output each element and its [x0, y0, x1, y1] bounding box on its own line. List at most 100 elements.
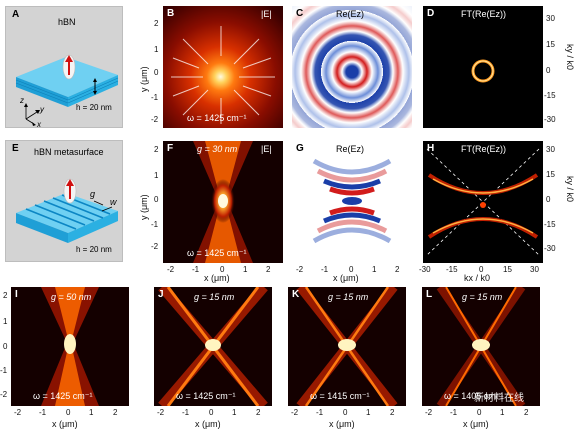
gap-width-marker-icon — [93, 200, 113, 212]
x-axis-label-f: x (μm) — [204, 273, 230, 283]
panel-title: |E| — [261, 9, 272, 19]
tick-label: -2 — [425, 408, 433, 417]
tick-label: -1 — [192, 265, 200, 274]
dipole-source-icon — [63, 178, 77, 204]
tick-label: 0 — [220, 265, 225, 274]
gap-value: g = 15 nm — [328, 292, 369, 302]
tick-label: 2 — [266, 265, 271, 274]
tick-label: 1 — [243, 265, 248, 274]
panel-title: |E| — [261, 144, 272, 154]
tick-label: -1 — [151, 220, 159, 229]
panel-h-fourier-map: H FT(Re(Ez)) — [423, 141, 543, 263]
tick-label: 1 — [154, 45, 159, 54]
panel-title: FT(Re(Ez)) — [461, 144, 506, 154]
ky-axis-label-h: ky / k0 — [565, 176, 575, 203]
frequency-label: ω = 1425 cm⁻¹ — [176, 391, 236, 401]
tick-label: -15 — [446, 265, 458, 274]
metasurface-slab — [16, 193, 118, 243]
panel-letter: D — [427, 8, 435, 19]
tick-label: -1 — [316, 408, 324, 417]
x-axis-label-k: x (μm) — [329, 419, 355, 429]
tick-label: -1 — [321, 265, 329, 274]
panel-d-fourier-map: D FT(Re(Ez)) — [423, 6, 543, 128]
tick-label: 0 — [209, 408, 214, 417]
tick-label: 2 — [154, 19, 159, 28]
panel-title: hBN — [58, 17, 76, 27]
x-axis-label-l: x (μm) — [463, 419, 489, 429]
thickness-arrow-icon — [93, 78, 97, 95]
panel-i-field-map: I g = 50 nm ω = 1425 cm⁻¹ — [11, 287, 129, 406]
axis-z-label: z — [20, 96, 24, 105]
panel-c-field-map: C Re(Ez) — [292, 6, 412, 128]
thickness-label: h = 20 nm — [76, 245, 112, 254]
gap-value: g = 15 nm — [194, 292, 235, 302]
gap-value: g = 15 nm — [462, 292, 503, 302]
field-arrows-icon — [171, 26, 275, 124]
tick-label: -1 — [151, 93, 159, 102]
tick-label: -2 — [151, 115, 159, 124]
tick-label: 1 — [89, 408, 94, 417]
tick-label: 0 — [154, 68, 159, 77]
cross-pattern-icon — [158, 287, 268, 406]
panel-letter: J — [158, 289, 164, 300]
tick-label: 1 — [232, 408, 237, 417]
panel-letter: A — [12, 9, 20, 20]
tick-label: 2 — [3, 291, 8, 300]
frequency-label: ω = 1425 cm⁻¹ — [187, 248, 247, 258]
panel-letter: K — [292, 289, 300, 300]
fourier-hyperbola-icon — [426, 148, 540, 256]
tick-label: 30 — [530, 265, 539, 274]
tick-label: 30 — [546, 14, 555, 23]
tick-label: 0 — [3, 342, 8, 351]
tick-label: 0 — [546, 195, 551, 204]
panel-e-illustration: E hBN metasurface g w h = 20 nm — [5, 140, 123, 262]
tick-label: 1 — [3, 317, 8, 326]
tick-label: -15 — [544, 91, 556, 100]
tick-label: 0 — [349, 265, 354, 274]
tick-label: 0 — [343, 408, 348, 417]
tick-label: 1 — [154, 171, 159, 180]
tick-label: 2 — [154, 145, 159, 154]
tick-label: 1 — [500, 408, 505, 417]
tick-label: -2 — [0, 390, 8, 399]
hbn-slab-drawing — [15, 54, 119, 126]
tick-label: -1 — [39, 408, 47, 417]
tick-label: -30 — [419, 265, 431, 274]
kx-axis-label-h: kx / k0 — [464, 273, 491, 283]
tick-label: -1 — [182, 408, 190, 417]
gap-label: g — [90, 189, 96, 199]
frequency-label: ω = 1415 cm⁻¹ — [310, 391, 370, 401]
axis-x-label: x — [37, 120, 41, 129]
y-axis-label-b: y (μm) — [139, 66, 149, 92]
tick-label: 2 — [524, 408, 529, 417]
frequency-label: ω = 1405 cm⁻¹ — [444, 391, 504, 401]
panel-k-field-map: K g = 15 nm ω = 1415 cm⁻¹ — [288, 287, 406, 406]
panel-letter: H — [427, 143, 435, 154]
cone-pattern-icon — [41, 287, 99, 406]
tick-label: 0 — [546, 66, 551, 75]
x-axis-label-j: x (μm) — [195, 419, 221, 429]
gap-value: g = 50 nm — [51, 292, 92, 302]
tick-label: -2 — [296, 265, 304, 274]
panel-a-illustration: A hBN z y x h = 20 nm — [5, 6, 123, 129]
tick-label: -2 — [291, 408, 299, 417]
tick-label: -2 — [157, 408, 165, 417]
tick-label: 1 — [366, 408, 371, 417]
axis-y-label: y — [40, 105, 44, 114]
tick-label: 15 — [546, 40, 555, 49]
y-axis-label-f: y (μm) — [139, 194, 149, 220]
tick-label: -30 — [544, 115, 556, 124]
tick-label: -2 — [167, 265, 175, 274]
frequency-label: ω = 1425 cm⁻¹ — [187, 113, 247, 123]
metasurface-drawing — [16, 178, 118, 243]
axes-triad-icon — [24, 103, 40, 126]
tick-label: 0 — [479, 265, 484, 274]
panel-title: Re(Ez) — [336, 144, 365, 154]
tick-label: 2 — [395, 265, 400, 274]
panel-letter: G — [296, 143, 304, 154]
tick-label: -2 — [151, 242, 159, 251]
tick-label: 30 — [546, 145, 555, 154]
panel-letter: F — [167, 143, 174, 154]
panel-letter: I — [15, 289, 18, 300]
fringe-pattern-icon — [312, 158, 392, 244]
